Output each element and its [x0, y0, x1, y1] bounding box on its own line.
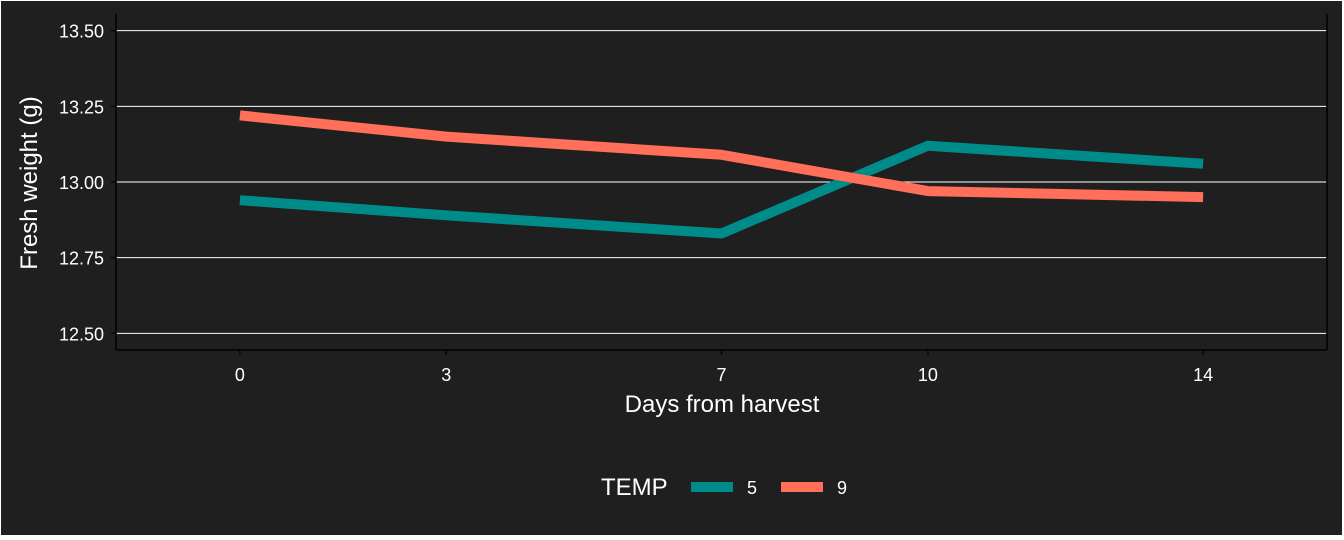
legend-label-5: 5 [747, 478, 757, 498]
series-lines [239, 110, 1204, 239]
legend-title: TEMP [601, 474, 668, 501]
x-tick-label: 10 [918, 365, 938, 385]
y-tick-label: 13.00 [59, 173, 104, 193]
series-line-9 [239, 110, 1204, 203]
x-tick-label: 14 [1193, 365, 1213, 385]
x-tick-label: 0 [235, 365, 245, 385]
x-axis-ticks: 0 3 7 10 14 [235, 350, 1213, 385]
grid-lines [116, 30, 1327, 334]
y-tick-label: 12.50 [59, 324, 104, 344]
y-axis-label: Fresh weight (g) [16, 96, 43, 269]
y-axis-ticks: 12.50 12.75 13.00 13.25 13.50 [59, 22, 116, 344]
y-tick-label: 13.50 [59, 22, 104, 42]
x-axis-label: Days from harvest [625, 391, 820, 418]
x-tick-label: 3 [441, 365, 451, 385]
y-tick-label: 13.25 [59, 97, 104, 117]
y-tick-label: 12.75 [59, 249, 104, 269]
series-line-5 [239, 140, 1204, 239]
x-tick-label: 7 [716, 365, 726, 385]
legend: TEMP 5 9 [601, 474, 847, 501]
legend-label-9: 9 [837, 478, 847, 498]
